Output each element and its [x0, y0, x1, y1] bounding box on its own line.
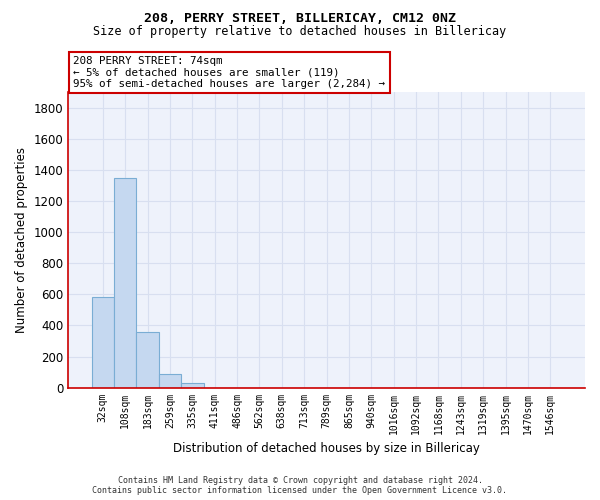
Bar	[92, 298, 114, 388]
Text: Size of property relative to detached houses in Billericay: Size of property relative to detached ho…	[94, 25, 506, 38]
X-axis label: Distribution of detached houses by size in Billericay: Distribution of detached houses by size …	[173, 442, 480, 455]
Bar	[114, 178, 136, 388]
Bar	[181, 383, 203, 388]
Text: 208 PERRY STREET: 74sqm
← 5% of detached houses are smaller (119)
95% of semi-de: 208 PERRY STREET: 74sqm ← 5% of detached…	[73, 56, 385, 89]
Text: Contains HM Land Registry data © Crown copyright and database right 2024.
Contai: Contains HM Land Registry data © Crown c…	[92, 476, 508, 495]
Text: 208, PERRY STREET, BILLERICAY, CM12 0NZ: 208, PERRY STREET, BILLERICAY, CM12 0NZ	[144, 12, 456, 26]
Bar	[136, 332, 159, 388]
Y-axis label: Number of detached properties: Number of detached properties	[15, 147, 28, 333]
Bar	[159, 374, 181, 388]
